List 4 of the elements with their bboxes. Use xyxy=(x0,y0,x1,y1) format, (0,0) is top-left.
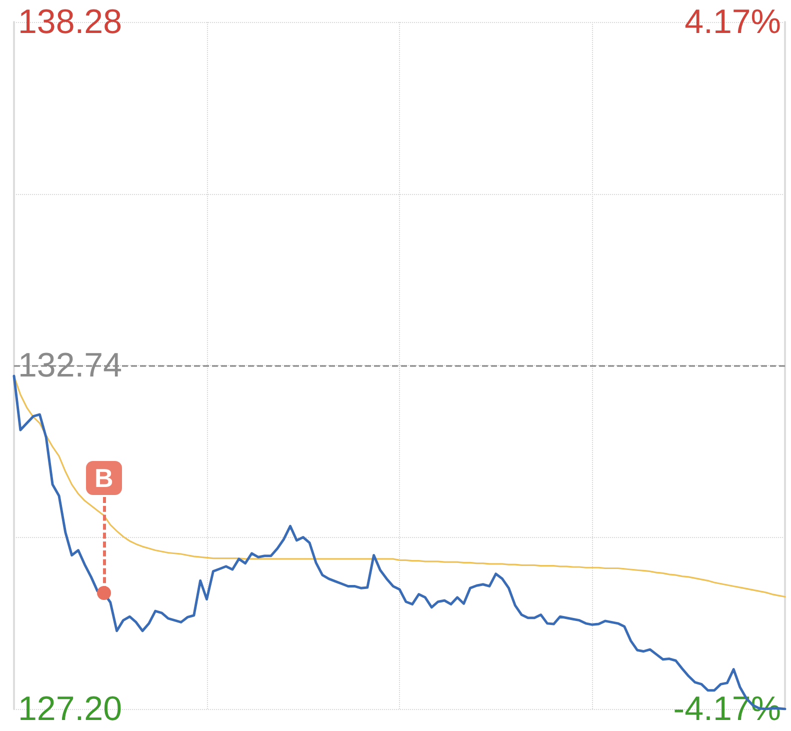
annotation: B xyxy=(86,461,122,496)
y2-tick-label: 4.17% xyxy=(684,3,781,41)
y-tick-label: 127.20 xyxy=(18,690,122,728)
y-tick-label: 138.28 xyxy=(18,3,122,41)
